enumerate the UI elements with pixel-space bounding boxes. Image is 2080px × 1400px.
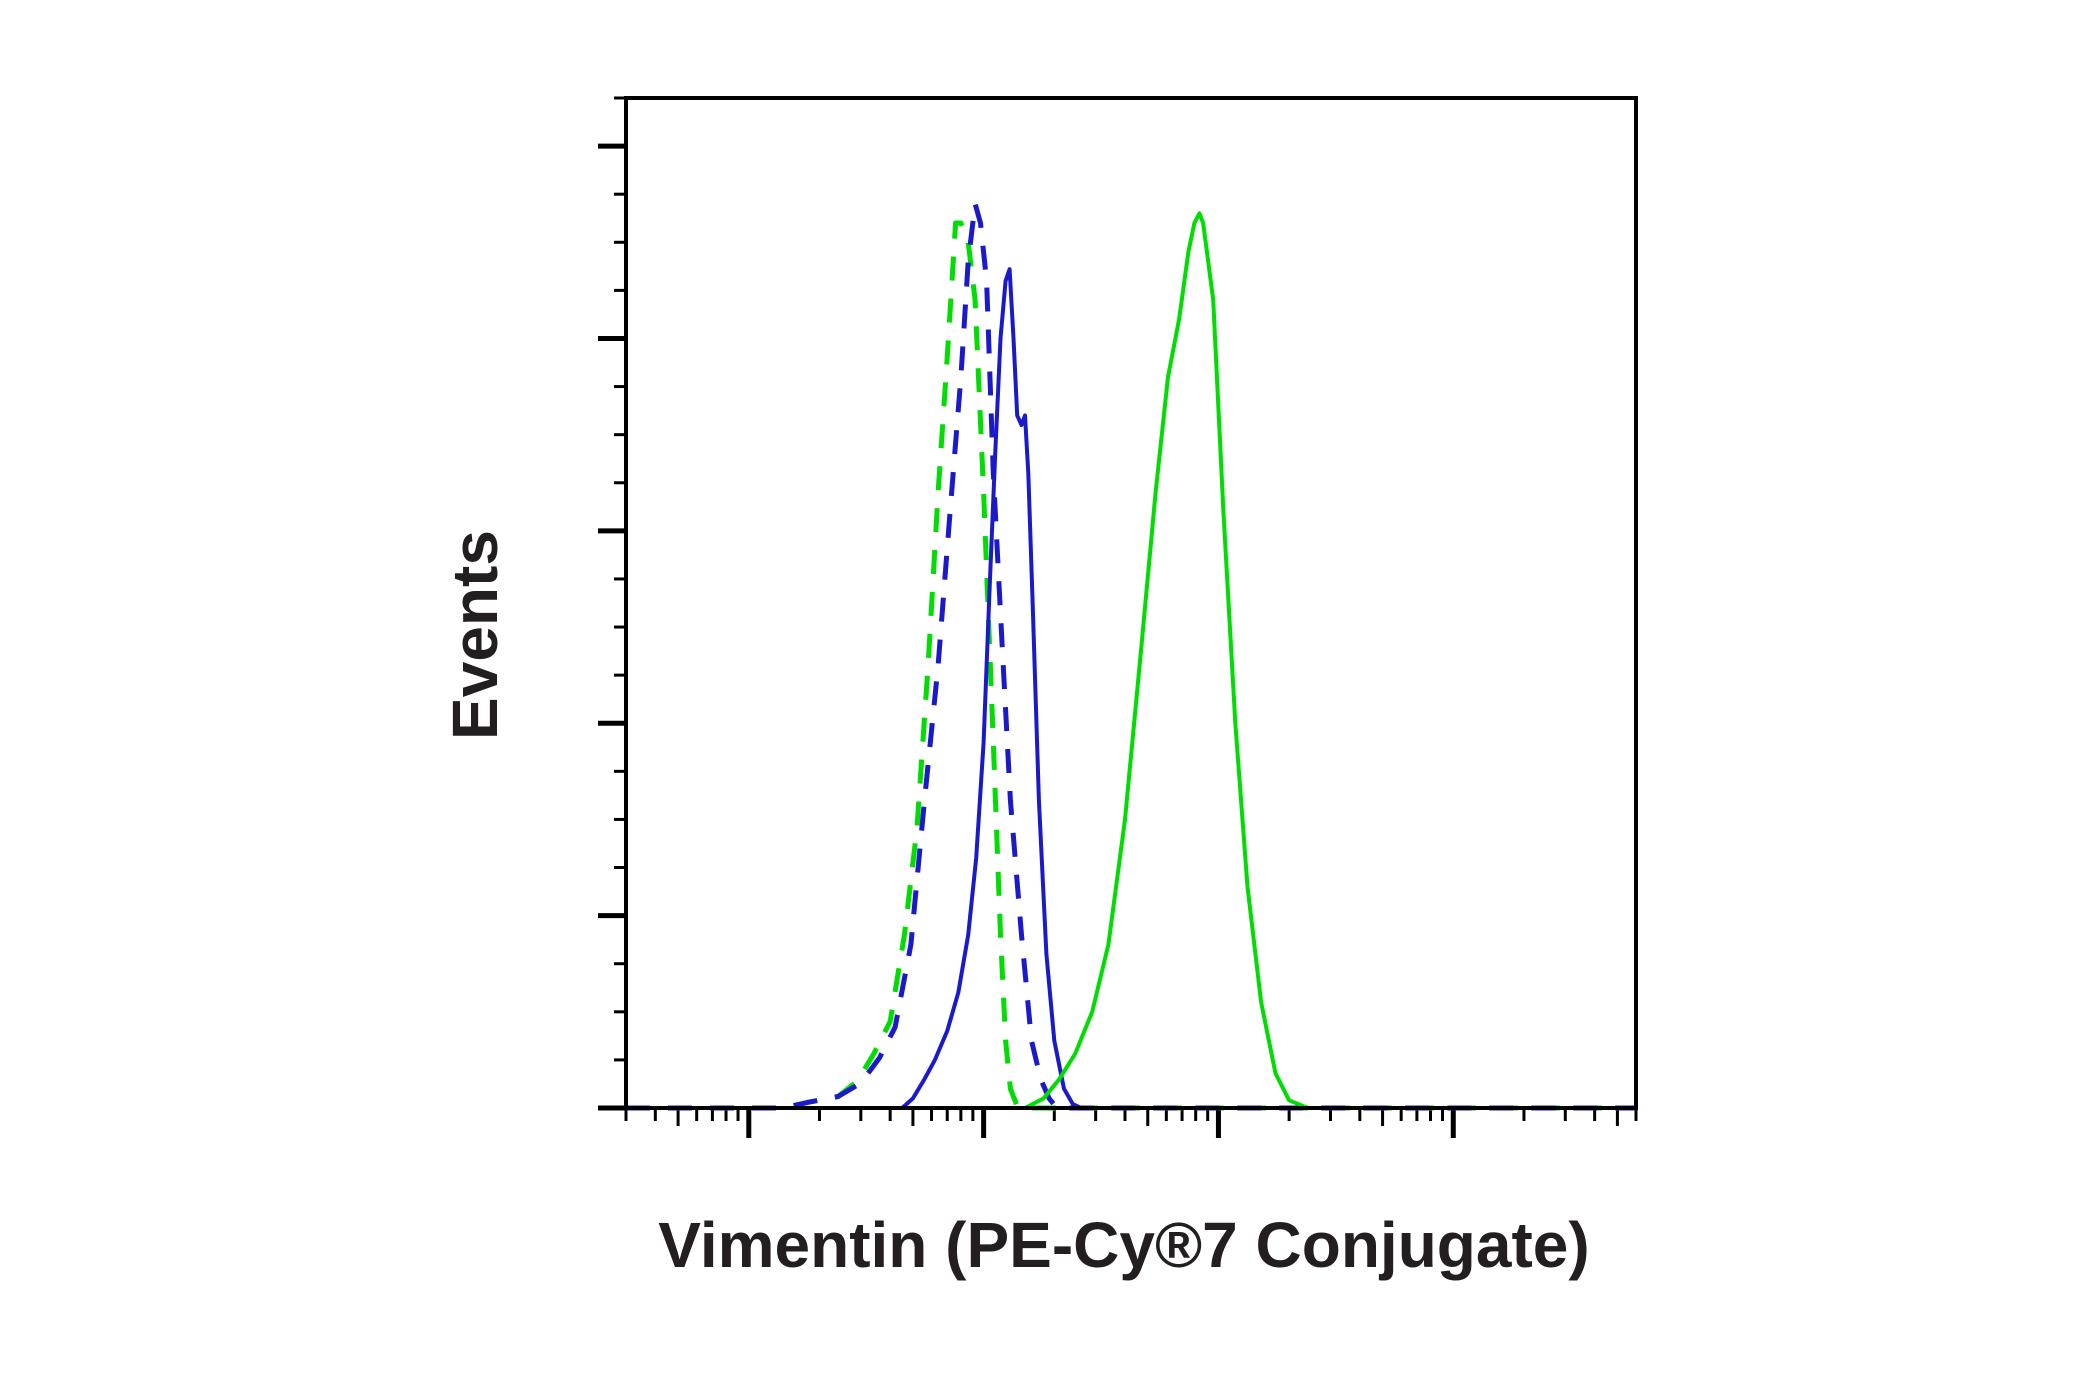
x-axis-ticks xyxy=(624,1108,1638,1138)
x-axis-title: Vimentin (PE-Cy®7 Conjugate) xyxy=(658,1209,1589,1281)
y-axis-title: Events xyxy=(439,530,511,740)
histogram-line-3 xyxy=(626,267,1636,1110)
histogram-line-1 xyxy=(626,220,1636,1111)
plot-frame xyxy=(624,96,1638,1110)
histogram-series xyxy=(626,201,1636,1111)
histogram-line-4 xyxy=(626,211,1636,1110)
y-axis-ticks xyxy=(598,96,626,1111)
histogram-line-2 xyxy=(626,201,1636,1111)
